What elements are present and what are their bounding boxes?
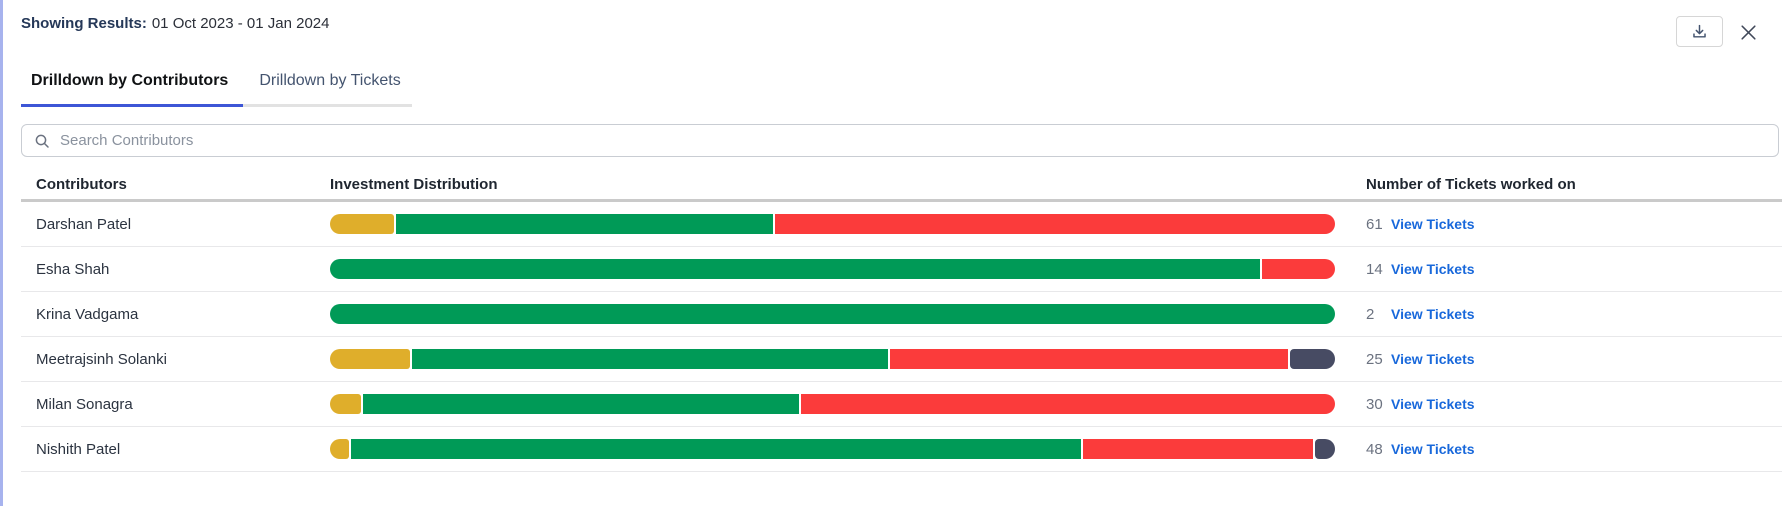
tickets-count: 61 (1366, 215, 1383, 233)
investment-bar (330, 439, 1335, 459)
view-tickets-link[interactable]: View Tickets (1391, 306, 1475, 322)
view-tickets-link[interactable]: View Tickets (1391, 396, 1475, 412)
column-header-contributors: Contributors (36, 175, 127, 193)
bar-segment-dark (1315, 439, 1335, 459)
close-icon (1739, 23, 1758, 42)
bar-segment-red (801, 394, 1335, 414)
bar-segment-red (1083, 439, 1314, 459)
table-row: Meetrajsinh Solanki 25 View Tickets (21, 337, 1782, 382)
contributor-name: Nishith Patel (36, 440, 121, 458)
view-tickets-link[interactable]: View Tickets (1391, 261, 1475, 277)
contributor-name: Darshan Patel (36, 215, 132, 233)
table-row: Darshan Patel 61 View Tickets (21, 202, 1782, 247)
bar-segment-green (363, 394, 800, 414)
bar-segment-green (330, 259, 1260, 279)
table-row: Esha Shah 14 View Tickets (21, 247, 1782, 292)
investment-bar (330, 349, 1335, 369)
results-header: Showing Results: 01 Oct 2023 - 01 Jan 202… (0, 0, 1792, 52)
investment-bar (330, 304, 1335, 324)
bar-segment-yellow (330, 214, 395, 234)
contributor-name: Meetrajsinh Solanki (36, 350, 167, 368)
bar-segment-red (775, 214, 1335, 234)
contributor-name: Krina Vadgama (36, 305, 139, 323)
close-button[interactable] (1737, 21, 1759, 43)
view-tickets-link[interactable]: View Tickets (1391, 351, 1475, 367)
bar-segment-green (396, 214, 774, 234)
contributor-name: Esha Shah (36, 260, 110, 278)
bar-segment-yellow (330, 394, 362, 414)
investment-bar (330, 214, 1335, 234)
tickets-count: 14 (1366, 260, 1383, 278)
showing-results-line: Showing Results: 01 Oct 2023 - 01 Jan 202… (21, 15, 1768, 32)
contributor-name: Milan Sonagra (36, 395, 133, 413)
bar-segment-red (890, 349, 1289, 369)
tickets-count: 48 (1366, 440, 1383, 458)
table-body: Darshan Patel 61 View Tickets Esha Shah … (21, 202, 1782, 472)
tickets-count: 2 (1366, 305, 1375, 323)
bar-segment-yellow (330, 349, 410, 369)
bar-segment-green (411, 349, 889, 369)
bar-segment-red (1261, 259, 1335, 279)
download-button[interactable] (1676, 16, 1723, 47)
date-range: 01 Oct 2023 - 01 Jan 2024 (151, 15, 330, 32)
tickets-count: 25 (1366, 350, 1383, 368)
view-tickets-link[interactable]: View Tickets (1391, 216, 1475, 232)
search-input[interactable] (60, 132, 1766, 149)
download-icon (1691, 23, 1708, 40)
column-header-number-of-tickets: Number of Tickets worked on (1366, 175, 1576, 193)
view-tickets-link[interactable]: View Tickets (1391, 441, 1475, 457)
tab-drilldown-by-contributors[interactable]: Drilldown by Contributors (21, 72, 244, 107)
table-row: Milan Sonagra 30 View Tickets (21, 382, 1782, 427)
table-row: Nishith Patel 48 View Tickets (21, 427, 1782, 472)
contributors-table: Contributors Investment Distribution Num… (21, 169, 1782, 472)
tickets-count: 30 (1366, 395, 1383, 413)
showing-results-label: Showing Results: (21, 15, 147, 32)
table-row: Krina Vadgama 2 View Tickets (21, 292, 1782, 337)
drilldown-tabs: Drilldown by Contributors Drilldown by T… (21, 72, 412, 107)
column-header-investment-distribution: Investment Distribution (330, 175, 498, 193)
left-accent-strip (0, 0, 3, 506)
bar-segment-green (330, 304, 1335, 324)
bar-segment-yellow (330, 439, 349, 459)
bar-segment-dark (1290, 349, 1335, 369)
investment-bar (330, 259, 1335, 279)
table-header-row: Contributors Investment Distribution Num… (21, 169, 1782, 202)
search-box[interactable] (21, 124, 1779, 157)
bar-segment-green (350, 439, 1082, 459)
tab-drilldown-by-tickets[interactable]: Drilldown by Tickets (243, 72, 412, 107)
investment-bar (330, 394, 1335, 414)
search-icon (22, 133, 50, 149)
